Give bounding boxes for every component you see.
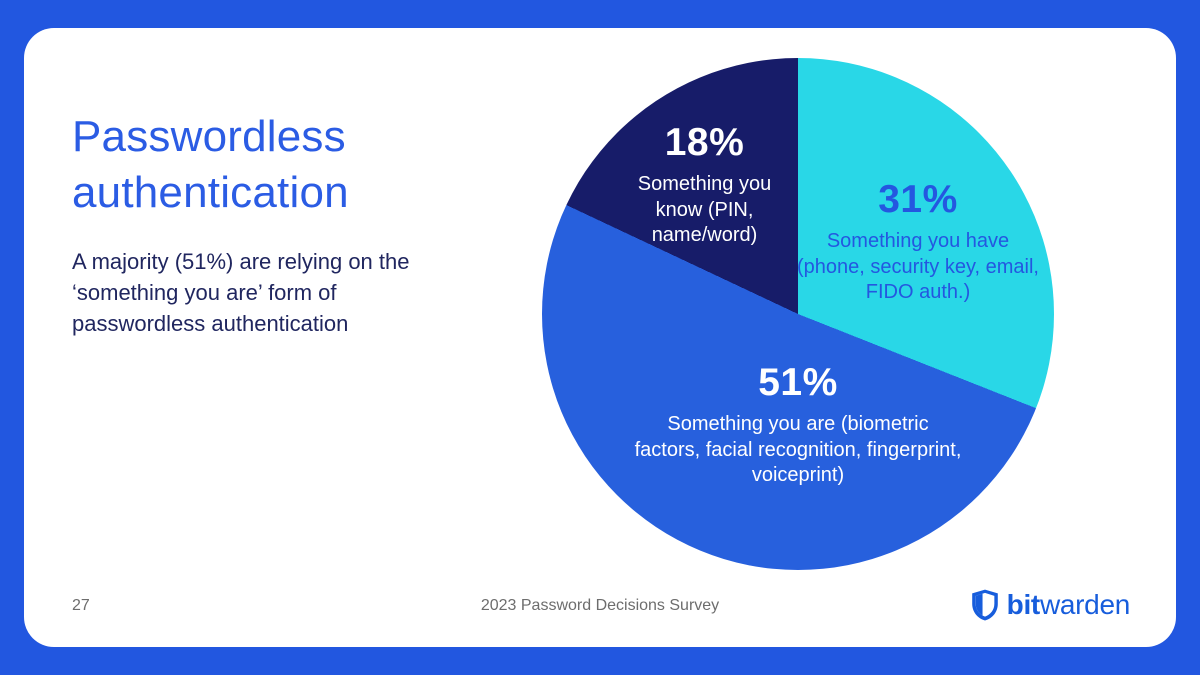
page-subtitle: A majority (51%) are relying on the ‘som… (72, 249, 410, 337)
brand-warden: warden (1039, 589, 1130, 620)
pie-pct-are: 51% (758, 361, 838, 404)
footer-caption: 2023 Password Decisions Survey (480, 597, 720, 614)
brand-bit: bit (1006, 589, 1041, 620)
page-number: 27 (72, 597, 90, 614)
slide-card: Passwordless authentication A majority (… (24, 28, 1176, 647)
pie-desc-have: Something you have (phone, security key,… (797, 229, 1039, 304)
pie-label-something-you-are: 51% Something you are (biometric factors… (633, 358, 963, 489)
page-title: Passwordless authentication (72, 112, 349, 218)
pie-label-something-you-know: 18% Something you know (PIN, name/word) (612, 118, 797, 249)
pie-pct-have: 31% (878, 178, 958, 221)
bitwarden-logo: bitwarden (970, 589, 1130, 621)
pie-pct-know: 18% (664, 121, 745, 164)
bitwarden-shield-icon (971, 589, 998, 621)
pie-chart: 18% Something you know (PIN, name/word) … (542, 58, 1054, 570)
pie-label-something-you-have: 31% Something you have (phone, security … (794, 175, 1042, 306)
pie-desc-are: Something you are (biometric factors, fa… (634, 412, 962, 487)
pie-desc-know: Something you know (PIN, name/word) (637, 172, 772, 247)
bitwarden-wordmark: bitwarden (1006, 589, 1131, 621)
